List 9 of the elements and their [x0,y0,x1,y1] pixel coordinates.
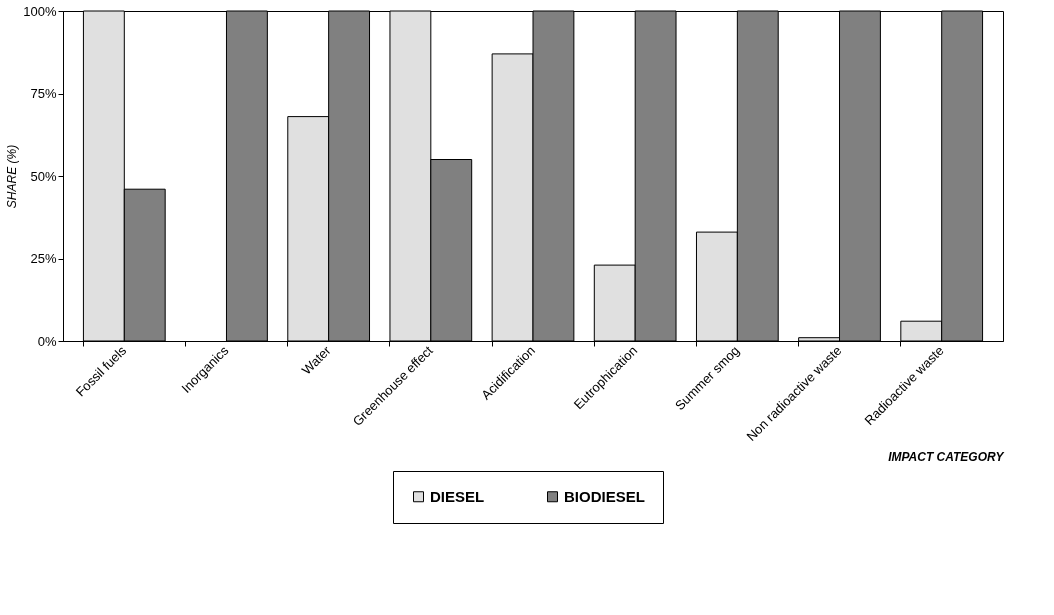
y-tick-label: 75% [30,86,57,101]
legend-label: DIESEL [430,487,485,505]
y-axis-title: SHARE (%) [5,144,20,209]
legend-label: BIODIESEL [564,487,645,505]
y-tick-label: 50% [30,168,57,184]
y-tick-label: 100% [23,3,57,19]
y-tick-label: 0% [37,333,57,349]
x-axis-title: IMPACT CATEGORY [888,449,1005,464]
y-tick-label: 25% [30,251,57,266]
